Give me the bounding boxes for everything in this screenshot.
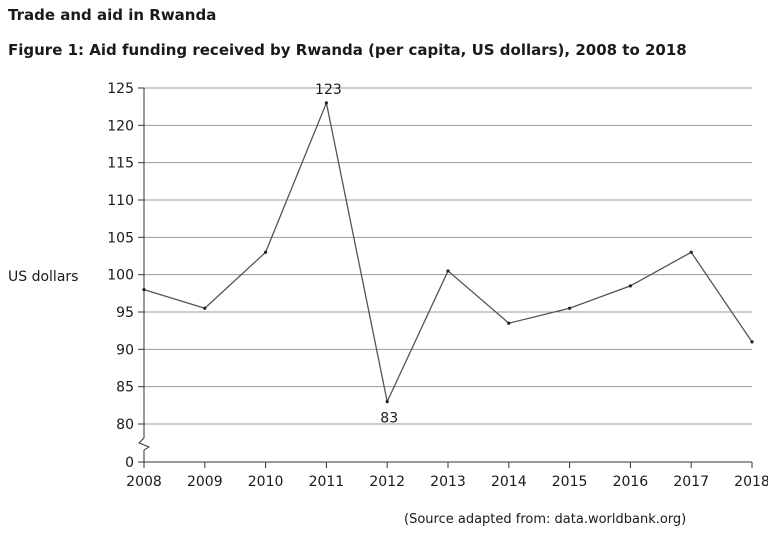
data-point — [324, 101, 328, 105]
y-tick-label: 125 — [107, 81, 134, 97]
x-tick-label: 2013 — [430, 474, 466, 490]
x-tick-label: 2016 — [613, 474, 649, 490]
x-tick-label: 2009 — [187, 474, 223, 490]
y-tick-label: 115 — [107, 156, 134, 172]
y-tick-label: 0 — [125, 455, 134, 471]
section-heading: Trade and aid in Rwanda — [8, 6, 217, 24]
source-note: (Source adapted from: data.worldbank.org… — [404, 512, 687, 527]
data-point — [628, 284, 633, 288]
data-point — [750, 340, 754, 344]
y-tick-label: 120 — [107, 118, 134, 134]
tick-labels: 0 80 85 90 95 100 105 110 115 120 125 2008 2009 2010 2… — [107, 81, 768, 490]
series-line — [143, 100, 753, 404]
x-tick-label: 2018 — [734, 474, 768, 490]
y-axis-label: US dollars — [8, 269, 78, 285]
x-tick-label: 2008 — [126, 474, 162, 490]
y-tick-label: 85 — [116, 380, 134, 396]
y-tick-label: 80 — [116, 417, 134, 433]
data-series — [142, 100, 754, 404]
y-tick-label: 105 — [107, 230, 134, 246]
y-tick-label: 90 — [116, 342, 134, 358]
x-tick-label: 2017 — [673, 474, 709, 490]
x-tick-label: 2015 — [552, 474, 588, 490]
data-point — [568, 306, 572, 310]
data-label: 83 — [380, 411, 398, 427]
data-point — [203, 306, 207, 310]
axes — [138, 87, 753, 468]
x-tick-label: 2011 — [309, 474, 345, 490]
grid-lines — [144, 87, 752, 425]
annotations: 123 83 — [315, 82, 398, 427]
figure-title: Figure 1: Aid funding received by Rwanda… — [8, 41, 687, 59]
data-label: 123 — [315, 82, 342, 98]
x-tick-label: 2014 — [491, 474, 527, 490]
y-tick-label: 95 — [116, 305, 134, 321]
data-point — [264, 250, 268, 254]
data-point — [446, 269, 450, 273]
data-point — [689, 250, 693, 254]
data-point — [385, 400, 389, 404]
data-point — [507, 321, 511, 325]
y-tick-label: 100 — [107, 268, 134, 284]
x-tick-label: 2010 — [248, 474, 284, 490]
data-point — [142, 288, 146, 292]
x-tick-label: 2012 — [369, 474, 405, 490]
axis-break-mark — [138, 437, 151, 451]
y-tick-label: 110 — [107, 193, 134, 209]
